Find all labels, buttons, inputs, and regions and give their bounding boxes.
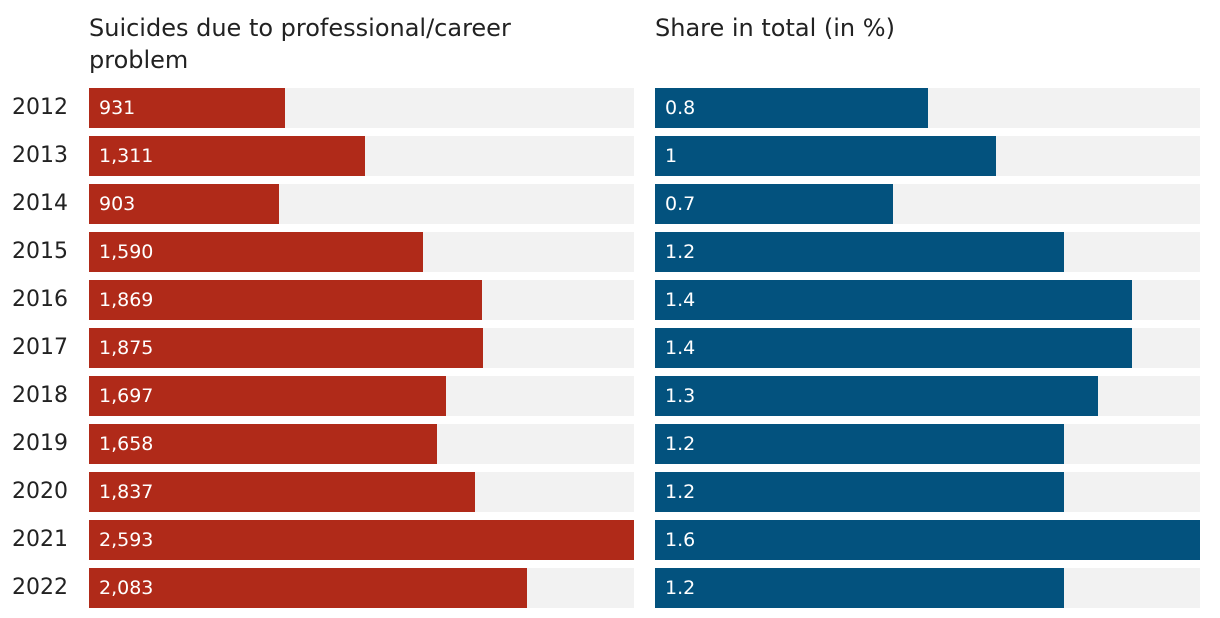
suicides-bar — [89, 328, 483, 368]
share-value-label: 1.2 — [665, 481, 696, 503]
suicides-bar-track: 1,697 — [89, 376, 634, 416]
suicides-bar-track: 2,593 — [89, 520, 634, 560]
share-value-label: 1.2 — [665, 433, 696, 455]
share-bar-track: 0.8 — [655, 88, 1200, 128]
share-value-label: 1.6 — [665, 529, 696, 551]
suicides-bar — [89, 88, 285, 128]
suicides-value-label: 1,311 — [99, 145, 154, 167]
suicides-value-label: 1,869 — [99, 289, 154, 311]
share-bar — [655, 232, 1064, 272]
suicides-bar-track: 1,658 — [89, 424, 634, 464]
suicides-bar-track: 1,311 — [89, 136, 634, 176]
suicides-bar — [89, 520, 634, 560]
share-value-label: 1.4 — [665, 289, 696, 311]
share-value-label: 1 — [665, 145, 678, 167]
share-value-label: 1.2 — [665, 577, 696, 599]
year-label: 2015 — [12, 239, 68, 264]
year-label: 2014 — [12, 191, 68, 216]
share-value-label: 0.7 — [665, 193, 696, 215]
chart-title-share: Share in total (in %) — [655, 14, 895, 42]
suicides-bar — [89, 568, 527, 608]
share-value-label: 1.3 — [665, 385, 696, 407]
chart-title-suicides: Suicides due to professional/career prob… — [89, 14, 511, 74]
year-label: 2013 — [12, 143, 68, 168]
suicides-bar-track: 2,083 — [89, 568, 634, 608]
suicides-bar — [89, 472, 475, 512]
share-bar-track: 1.4 — [655, 328, 1200, 368]
share-bar — [655, 424, 1064, 464]
share-bar — [655, 472, 1064, 512]
share-bar-track: 1.2 — [655, 424, 1200, 464]
suicides-bar — [89, 232, 423, 272]
suicides-bar-track: 1,837 — [89, 472, 634, 512]
suicides-bar-track: 903 — [89, 184, 634, 224]
suicides-bar-track: 1,875 — [89, 328, 634, 368]
share-bar-track: 1.3 — [655, 376, 1200, 416]
suicides-value-label: 931 — [99, 97, 136, 119]
share-bar — [655, 520, 1200, 560]
share-bar — [655, 184, 893, 224]
suicides-value-label: 903 — [99, 193, 136, 215]
share-value-label: 0.8 — [665, 97, 696, 119]
share-bar-track: 1.2 — [655, 232, 1200, 272]
share-bar — [655, 376, 1098, 416]
share-bar-track: 1 — [655, 136, 1200, 176]
year-label: 2022 — [12, 575, 68, 600]
share-bar-track: 1.6 — [655, 520, 1200, 560]
share-bar — [655, 568, 1064, 608]
suicides-bar — [89, 184, 279, 224]
suicides-bar — [89, 424, 437, 464]
suicides-value-label: 1,875 — [99, 337, 154, 359]
suicides-value-label: 1,697 — [99, 385, 154, 407]
year-label: 2017 — [12, 335, 68, 360]
share-bar — [655, 280, 1132, 320]
suicides-bar-track: 1,590 — [89, 232, 634, 272]
suicides-bar — [89, 280, 482, 320]
year-label: 2016 — [12, 287, 68, 312]
share-value-label: 1.2 — [665, 241, 696, 263]
year-label: 2020 — [12, 479, 68, 504]
suicides-value-label: 1,837 — [99, 481, 154, 503]
year-label: 2021 — [12, 527, 68, 552]
year-label: 2012 — [12, 95, 68, 120]
suicides-value-label: 2,083 — [99, 577, 154, 599]
share-bar-track: 1.2 — [655, 472, 1200, 512]
year-label: 2019 — [12, 431, 68, 456]
suicides-bar-track: 931 — [89, 88, 634, 128]
share-value-label: 1.4 — [665, 337, 696, 359]
share-bar-track: 1.2 — [655, 568, 1200, 608]
share-bar — [655, 136, 996, 176]
suicides-bar — [89, 136, 365, 176]
suicides-value-label: 1,590 — [99, 241, 154, 263]
share-bar — [655, 328, 1132, 368]
share-bar-track: 0.7 — [655, 184, 1200, 224]
suicides-value-label: 1,658 — [99, 433, 154, 455]
suicides-value-label: 2,593 — [99, 529, 154, 551]
suicides-bar-track: 1,869 — [89, 280, 634, 320]
share-bar — [655, 88, 928, 128]
share-bar-track: 1.4 — [655, 280, 1200, 320]
suicides-bar — [89, 376, 446, 416]
year-label: 2018 — [12, 383, 68, 408]
